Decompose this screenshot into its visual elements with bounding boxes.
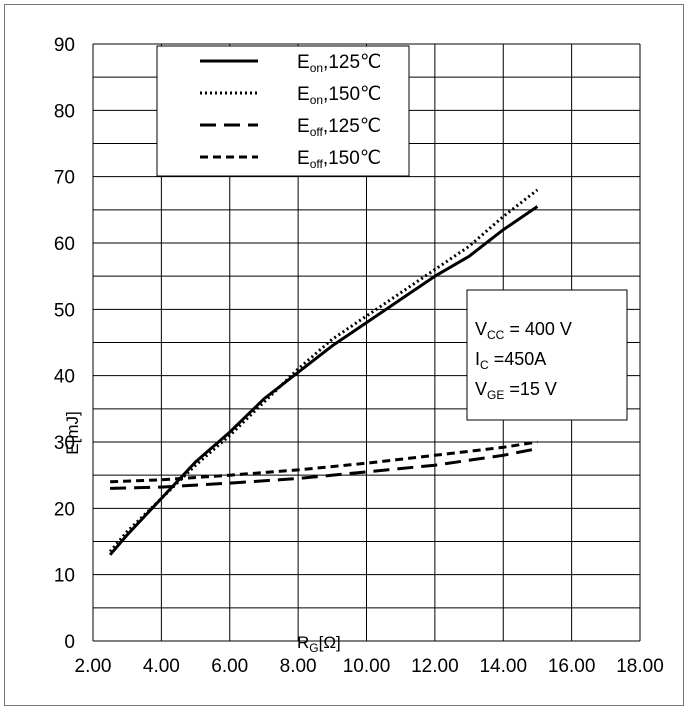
y-tick-label: 0: [64, 632, 75, 653]
series-lines: [108, 188, 539, 556]
y-tick-label: 80: [54, 101, 75, 122]
y-tick-label: 50: [54, 300, 75, 321]
legend-label-1: Eon,125℃: [297, 52, 381, 75]
y-tick-label: 10: [54, 566, 75, 587]
y-tick-label: 70: [54, 168, 75, 189]
y-tick-label: 30: [54, 433, 75, 454]
x-axis-title-sub: G: [309, 641, 318, 655]
condition-line-3: VGE =15 V: [475, 379, 557, 402]
legend: Eon,125℃ Eon,150℃ Eoff,125℃ Eoff,150℃: [156, 45, 410, 177]
y-tick-label: 60: [54, 234, 75, 255]
condition-line-1: VCC = 400 V: [475, 319, 572, 342]
legend-label-4: Eoff,150℃: [297, 148, 381, 171]
x-tick-label: 4.00: [143, 656, 180, 677]
x-tick-labels: 2.00 4.00 6.00 8.00 10.00 12.00 14.00 16.00 18.0…: [75, 656, 664, 677]
series-line-4: [110, 440, 538, 484]
x-tick-label: 6.00: [211, 656, 248, 677]
condition-line-2: IC =450A: [475, 349, 546, 372]
x-tick-label: 16.00: [548, 656, 596, 677]
y-tick-label: 20: [54, 499, 75, 520]
x-axis-title-rest: [Ω]: [319, 633, 341, 652]
x-tick-label: 12.00: [411, 656, 459, 677]
x-axis-title-main: R: [297, 633, 309, 652]
x-tick-label: 14.00: [479, 656, 527, 677]
y-tick-labels: 0 10 20 30 40 50 60 70 80 90: [54, 35, 75, 653]
x-tick-label: 8.00: [280, 656, 317, 677]
y-tick-label: 40: [54, 367, 75, 388]
legend-label-2: Eon,150℃: [297, 84, 381, 107]
series-line-3: [110, 447, 538, 490]
y-tick-label: 90: [54, 35, 75, 56]
conditions-box: VCC = 400 V IC =450A VGE =15 V: [466, 289, 628, 421]
x-tick-label: 18.00: [616, 656, 664, 677]
x-tick-label: 10.00: [343, 656, 391, 677]
x-axis-title: RG[Ω]: [297, 633, 341, 655]
y-axis-title: E[mJ]: [63, 411, 82, 454]
series-line-1: [108, 205, 539, 556]
x-tick-label: 2.00: [75, 656, 112, 677]
grid-lines: [92, 43, 641, 642]
series-line-2: [108, 188, 539, 553]
legend-label-3: Eoff,125℃: [297, 116, 381, 139]
